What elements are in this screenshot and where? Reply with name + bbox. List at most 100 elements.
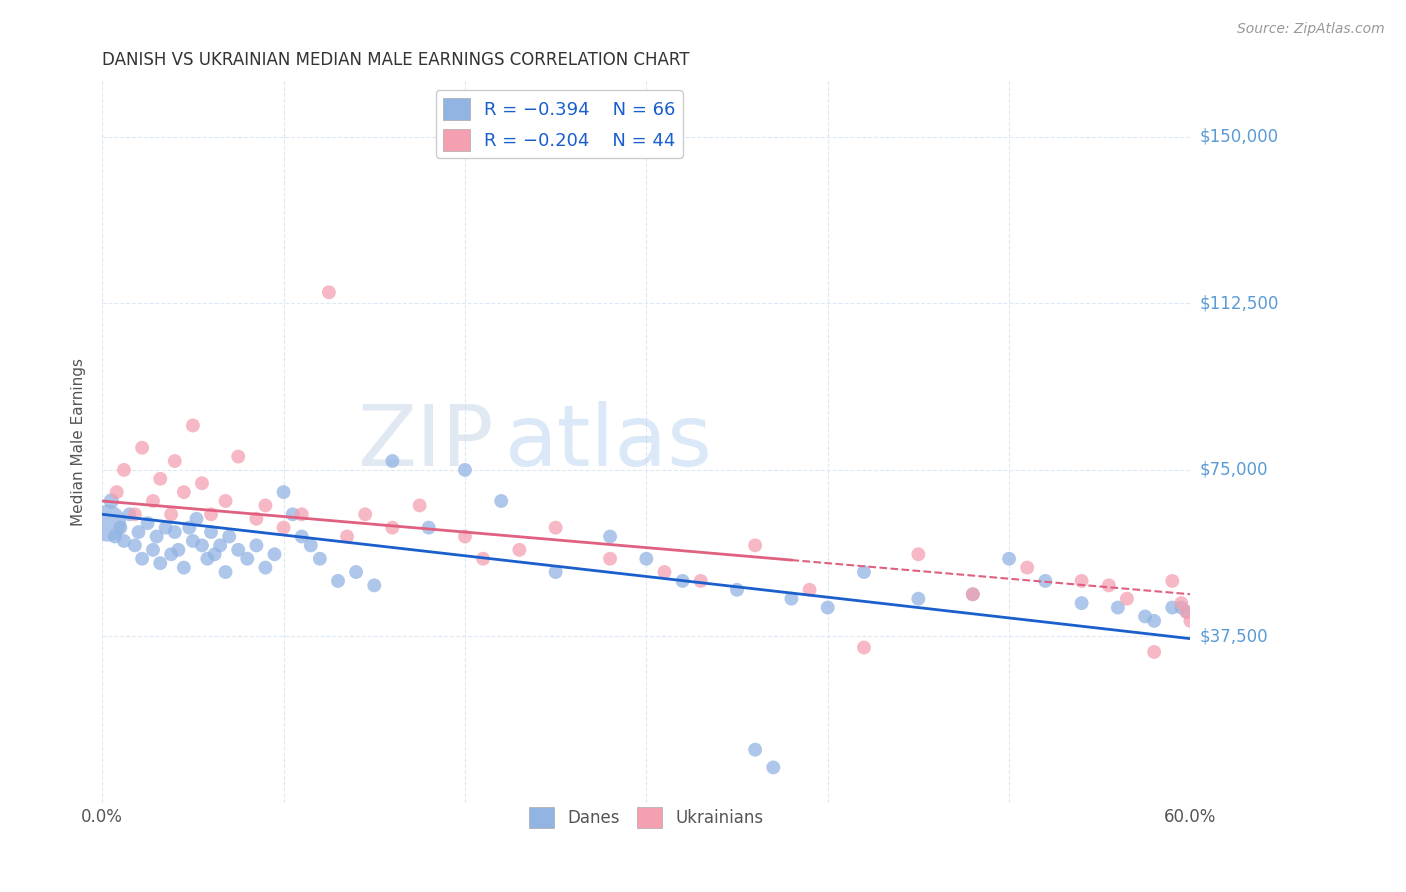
Point [1170,596,1192,610]
Point [214,494,236,508]
Point [454,529,477,543]
Point [226,450,249,464]
Text: $75,000: $75,000 [1199,461,1268,479]
Point [191,538,214,552]
Point [472,551,495,566]
Point [163,524,186,539]
Point [1098,578,1121,592]
Point [599,529,621,543]
Point [149,472,172,486]
Point [127,524,149,539]
Point [1170,600,1192,615]
Point [273,521,295,535]
Point [163,454,186,468]
Point [145,529,167,543]
Point [100,494,122,508]
Point [167,542,190,557]
Point [181,418,204,433]
Point [1143,614,1166,628]
Point [1180,614,1202,628]
Point [104,529,127,543]
Point [254,499,277,513]
Point [209,538,232,552]
Point [291,529,314,543]
Point [762,760,785,774]
Point [817,600,839,615]
Point [962,587,984,601]
Point [245,538,267,552]
Point [962,587,984,601]
Point [1161,600,1184,615]
Point [489,494,512,508]
Point [1175,605,1198,619]
Point [344,565,367,579]
Point [131,441,153,455]
Point [291,508,314,522]
Point [1070,574,1092,588]
Point [907,547,929,561]
Point [1107,600,1129,615]
Point [112,463,135,477]
Point [124,538,146,552]
Point [1116,591,1139,606]
Point [1175,605,1198,619]
Point [799,582,821,597]
Point [308,551,330,566]
Point [218,529,240,543]
Point [544,521,567,535]
Point [186,512,208,526]
Point [214,565,236,579]
Text: $150,000: $150,000 [1199,128,1278,146]
Point [336,529,359,543]
Point [173,560,195,574]
Point [544,565,567,579]
Legend: Danes, Ukrainians: Danes, Ukrainians [523,801,770,834]
Text: atlas: atlas [505,401,713,483]
Point [118,508,141,522]
Point [1070,596,1092,610]
Point [254,560,277,574]
Point [245,512,267,526]
Text: $37,500: $37,500 [1199,627,1268,646]
Point [636,551,658,566]
Point [179,521,201,535]
Text: $112,500: $112,500 [1199,294,1278,312]
Point [907,591,929,606]
Point [1133,609,1156,624]
Point [204,547,226,561]
Point [155,521,177,535]
Point [200,524,222,539]
Point [363,578,385,592]
Point [408,499,430,513]
Point [136,516,159,531]
Point [160,508,183,522]
Point [200,508,222,522]
Point [744,742,766,756]
Point [599,551,621,566]
Point [281,508,304,522]
Point [1143,645,1166,659]
Point [142,494,165,508]
Point [124,508,146,522]
Point [326,574,349,588]
Point [689,574,711,588]
Point [1017,560,1039,574]
Point [780,591,803,606]
Point [110,521,132,535]
Point [418,521,440,535]
Point [181,533,204,548]
Text: DANISH VS UKRAINIAN MEDIAN MALE EARNINGS CORRELATION CHART: DANISH VS UKRAINIAN MEDIAN MALE EARNINGS… [103,51,690,69]
Point [191,476,214,491]
Y-axis label: Median Male Earnings: Median Male Earnings [72,359,86,526]
Point [97,516,120,531]
Point [852,565,875,579]
Text: Source: ZipAtlas.com: Source: ZipAtlas.com [1237,22,1385,37]
Point [173,485,195,500]
Point [671,574,693,588]
Point [1161,574,1184,588]
Point [131,551,153,566]
Point [112,533,135,548]
Point [508,542,530,557]
Point [160,547,183,561]
Point [105,485,128,500]
